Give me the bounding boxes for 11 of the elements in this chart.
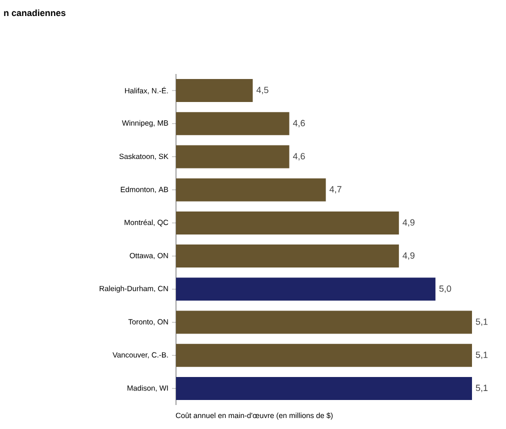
data-label: 4,9	[402, 252, 414, 260]
data-label: 4,6	[293, 120, 305, 128]
data-label: 4,6	[293, 153, 305, 160]
text: n canadiennes	[4, 10, 66, 16]
data-label: 4,9	[402, 219, 414, 227]
data-label: 5,0	[439, 285, 452, 293]
data-label: 5,1	[476, 384, 488, 392]
data-label: 5,1	[476, 352, 488, 359]
data-label: 5,1	[476, 318, 488, 326]
data-label: 4,7	[330, 186, 342, 194]
data-label: 4,5	[256, 86, 268, 94]
